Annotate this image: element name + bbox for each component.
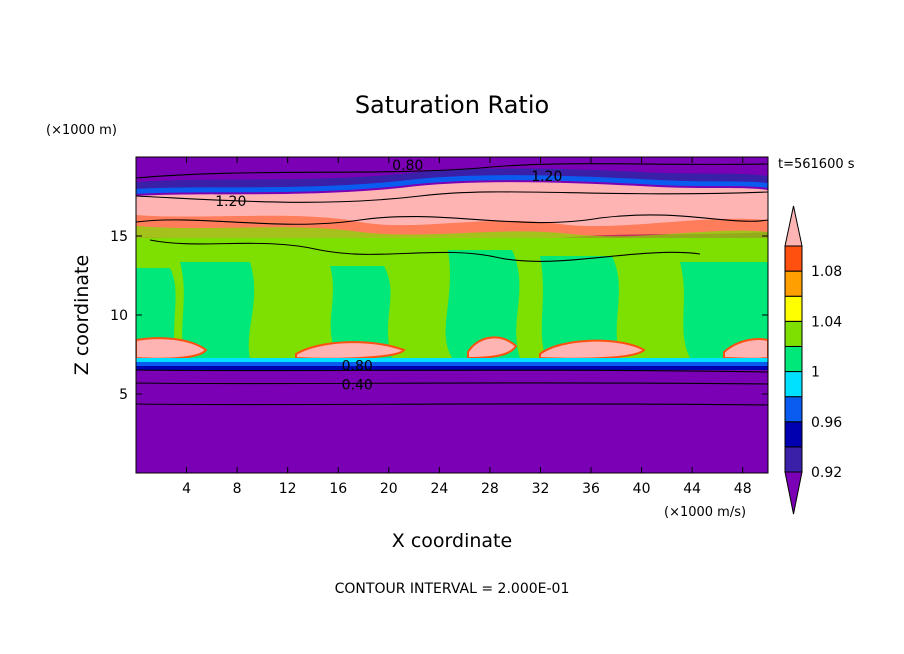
contour-lines — [136, 163, 768, 406]
contour-label-group: 0.80 1.20 1.20 0.80 0.40 — [215, 158, 562, 394]
colorbar-segment — [784, 320, 803, 347]
colorbar-label: 1.08 — [811, 264, 842, 280]
cloud-base-blue — [136, 362, 768, 366]
time-label: t=561600 s — [778, 157, 855, 172]
contour-upper-3 — [136, 214, 768, 225]
cloud-column-5 — [680, 262, 768, 358]
chart-title: Saturation Ratio — [355, 91, 549, 119]
x-tick-label: 24 — [430, 481, 448, 497]
colorbar-segment — [784, 421, 803, 448]
y-unit-label: (×1000 m) — [46, 123, 117, 138]
contour-upper-1 — [136, 163, 768, 179]
x-tick-label: 4 — [182, 481, 191, 497]
x-tick-label: 28 — [481, 481, 499, 497]
cloud-base-darkblue — [136, 366, 768, 370]
colorbar-label: 1.04 — [811, 314, 842, 330]
x-axis: 4 8 12 16 20 24 28 32 36 40 44 48 — [182, 157, 752, 497]
x-tick-label: 36 — [582, 481, 600, 497]
x-tick-label: 44 — [683, 481, 701, 497]
x-axis-label: X coordinate — [392, 530, 512, 552]
colorbar: 0.92 0.96 1 1.04 1.08 — [784, 205, 842, 515]
x-tick-label: 20 — [380, 481, 398, 497]
colorbar-segment — [784, 295, 803, 322]
contour-interval-footer: CONTOUR INTERVAL = 2.000E-01 — [335, 581, 570, 597]
contour-040 — [136, 382, 768, 385]
contour-label: 0.80 — [392, 158, 423, 174]
contour-label: 0.80 — [342, 359, 373, 375]
colorbar-label: 0.92 — [811, 465, 842, 481]
x-tick-label: 40 — [633, 481, 651, 497]
contour-low — [136, 403, 768, 406]
plot-area — [136, 157, 768, 473]
contour-label: 1.20 — [215, 194, 246, 210]
cloud-column-1 — [180, 262, 255, 358]
colorbar-label: 1 — [811, 365, 820, 381]
x-tick-label: 8 — [233, 481, 242, 497]
contour-cloud-1 — [149, 239, 701, 262]
contour-label: 1.20 — [531, 169, 562, 185]
colorbar-segment — [784, 446, 803, 473]
y-axis-label: Z coordinate — [71, 255, 93, 375]
x-tick-label: 16 — [329, 481, 347, 497]
colorbar-label: 0.96 — [811, 415, 842, 431]
y-tick-label: 15 — [110, 229, 128, 245]
y-tick-label: 5 — [119, 387, 128, 403]
upper-band-096 — [136, 175, 768, 194]
cloud-column-2 — [330, 266, 392, 358]
pocket-3 — [467, 336, 518, 360]
y-tick-label: 10 — [110, 308, 128, 324]
cloud-column-4 — [540, 256, 620, 358]
contour-upper-2 — [136, 191, 768, 203]
cloud-column-3 — [445, 250, 520, 358]
x-tick-label: 32 — [532, 481, 550, 497]
upper-band-092 — [136, 168, 768, 190]
y-axis: 5 10 15 — [110, 229, 768, 403]
colorbar-segment — [784, 270, 803, 297]
cloud-column-0 — [136, 268, 176, 358]
cloud-base-aqua — [136, 358, 768, 362]
colorbar-segment — [784, 371, 803, 398]
colorbar-segment — [784, 345, 803, 373]
colorbar-segment — [784, 245, 803, 272]
x-tick-label: 12 — [279, 481, 297, 497]
x-tick-label: 48 — [734, 481, 752, 497]
colorbar-lower-extension — [784, 471, 803, 515]
x-unit-label: (×1000 m/s) — [664, 505, 746, 520]
colorbar-segment — [784, 396, 803, 423]
contour-080 — [136, 369, 768, 373]
colorbar-upper-extension — [784, 205, 803, 247]
contour-label: 0.40 — [342, 378, 373, 394]
